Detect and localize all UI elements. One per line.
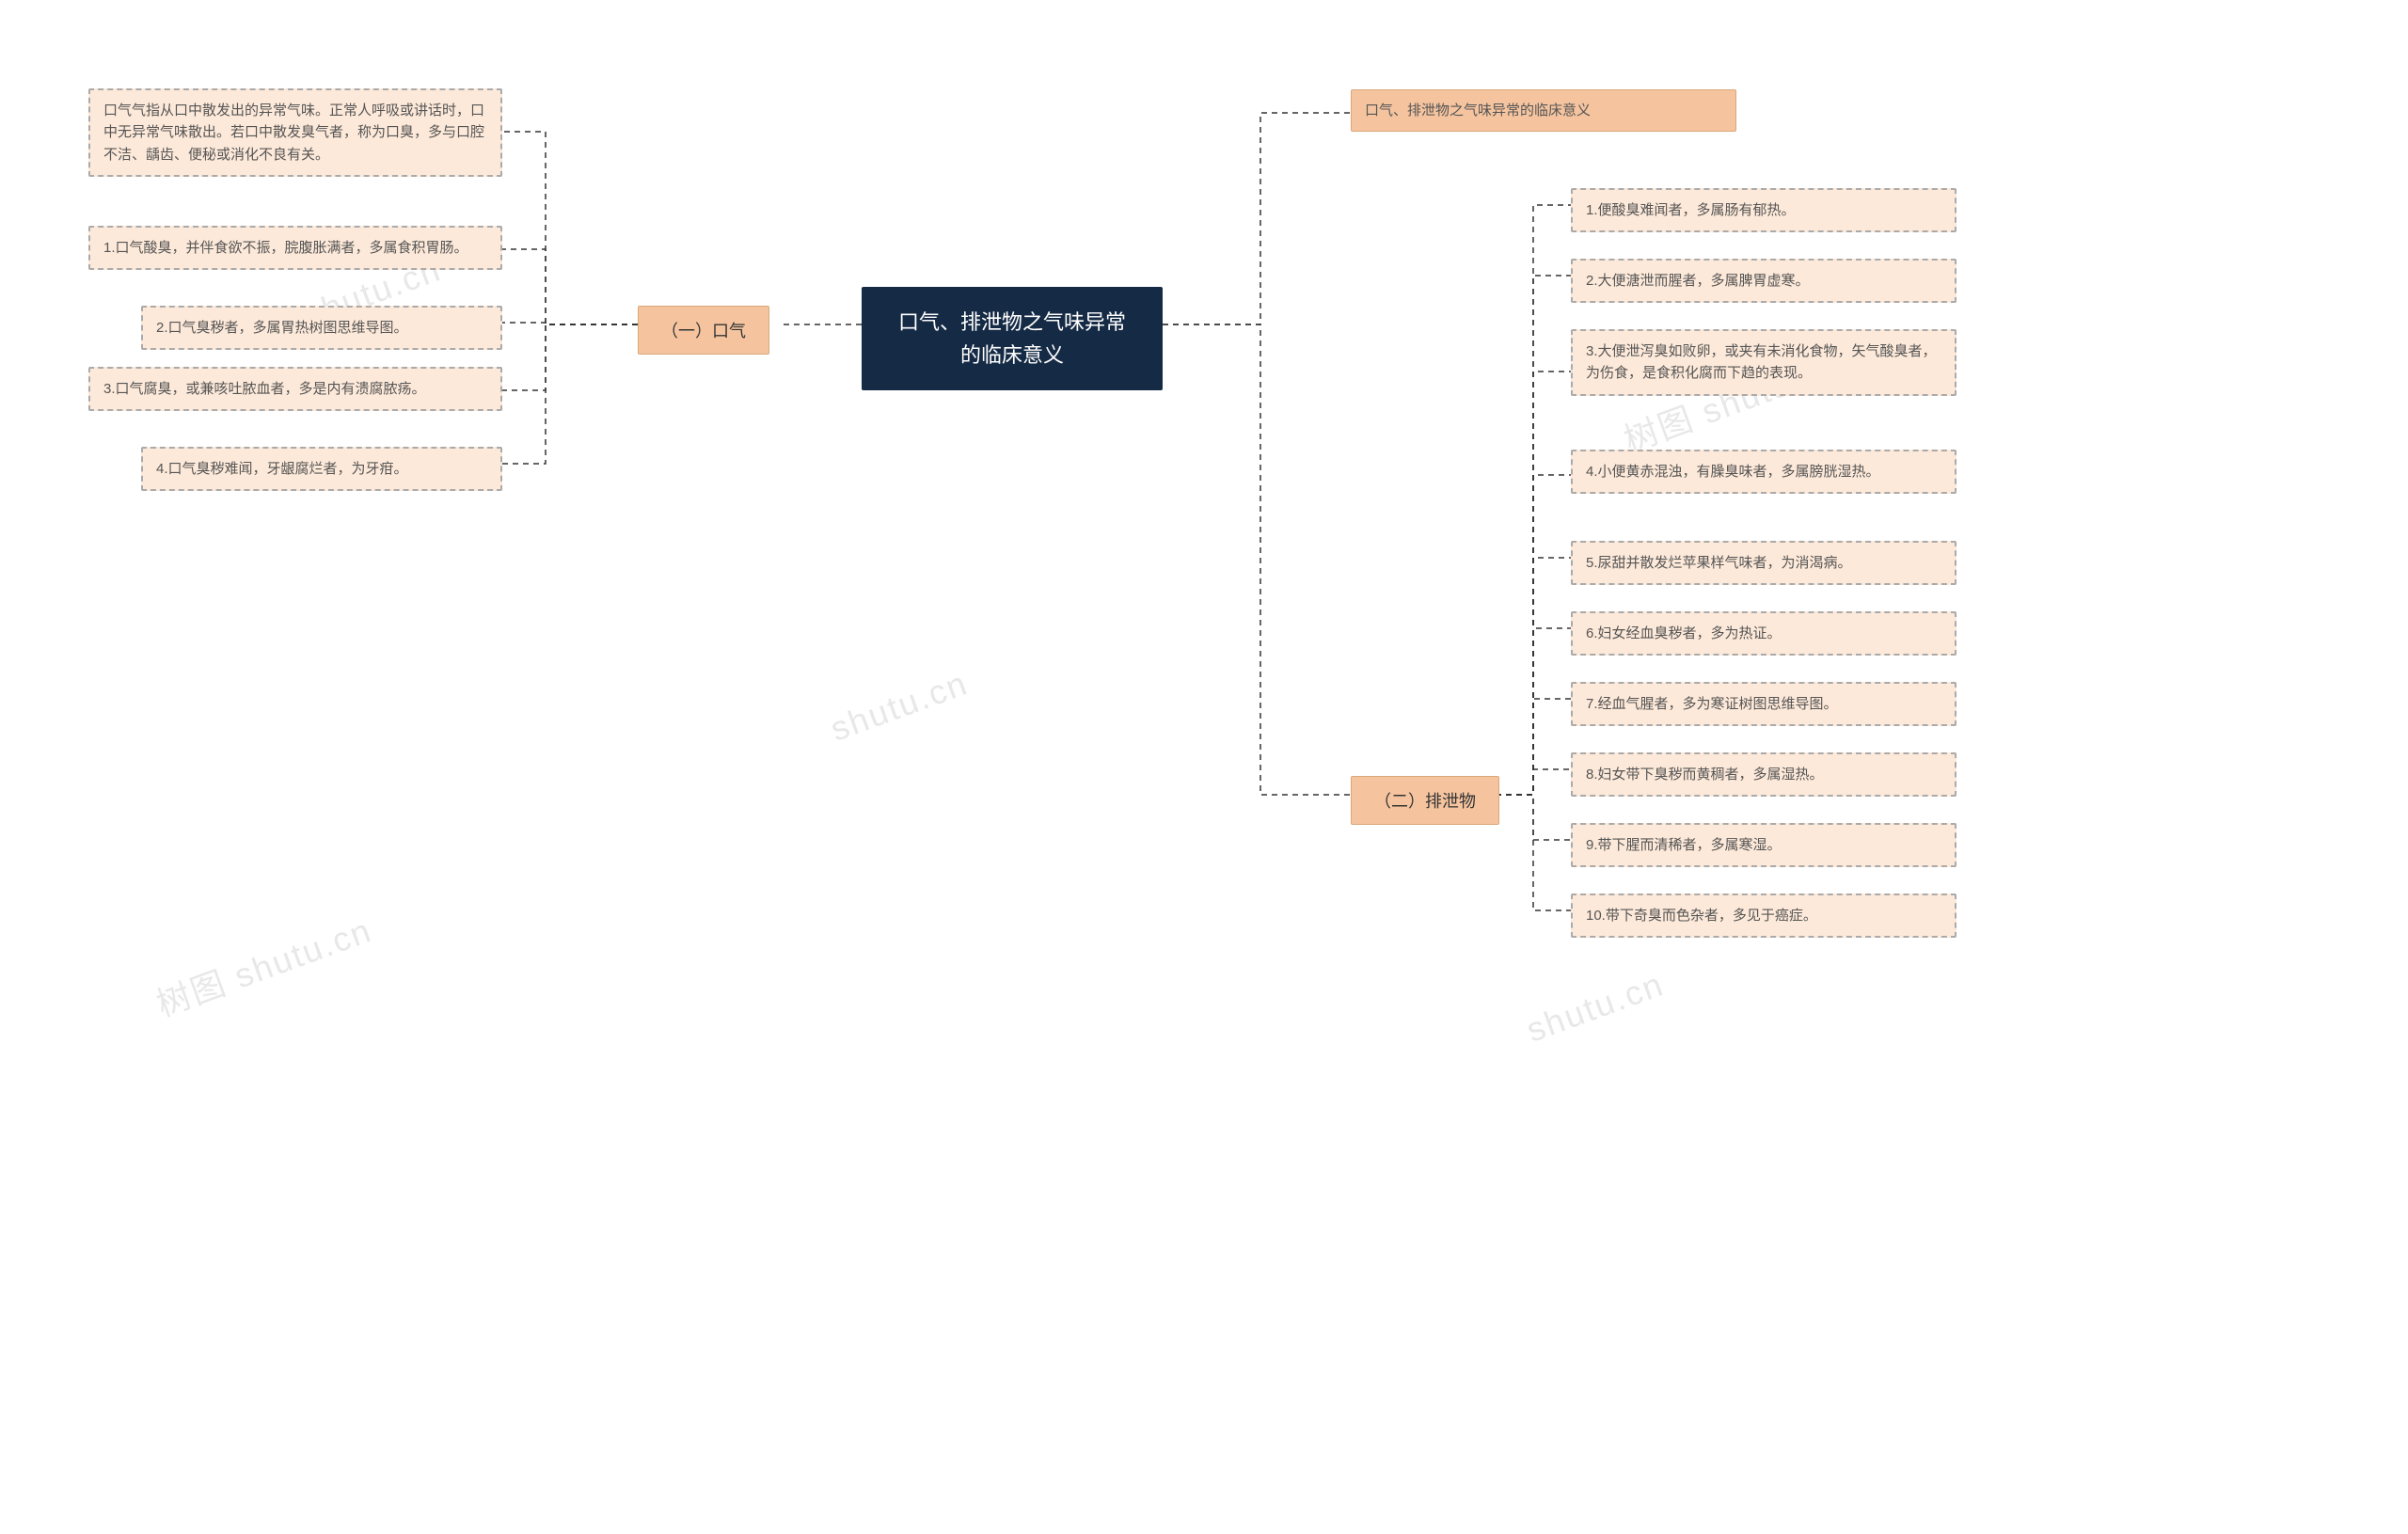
- leaf-pxw-2[interactable]: 2.大便溏泄而腥者，多属脾胃虚寒。: [1571, 259, 1956, 303]
- leaf-kouqi-4[interactable]: 4.口气臭秽难闻，牙龈腐烂者，为牙疳。: [141, 447, 502, 491]
- leaf-pxw-9[interactable]: 9.带下腥而清稀者，多属寒湿。: [1571, 823, 1956, 867]
- leaf-pxw-6[interactable]: 6.妇女经血臭秽者，多为热证。: [1571, 611, 1956, 656]
- leaf-kouqi-intro[interactable]: 口气气指从口中散发出的异常气味。正常人呼吸或讲话时，口中无异常气味散出。若口中散…: [88, 88, 502, 177]
- watermark: 树图 shutu.cn: [149, 904, 377, 1027]
- leaf-title-repeat[interactable]: 口气、排泄物之气味异常的临床意义: [1351, 89, 1736, 132]
- leaf-kouqi-2[interactable]: 2.口气臭秽者，多属胃热树图思维导图。: [141, 306, 502, 350]
- branch-kouqi[interactable]: （一）口气: [638, 306, 769, 355]
- leaf-pxw-10[interactable]: 10.带下奇臭而色杂者，多见于癌症。: [1571, 894, 1956, 938]
- watermark: shutu.cn: [1521, 964, 1669, 1050]
- leaf-pxw-7[interactable]: 7.经血气腥者，多为寒证树图思维导图。: [1571, 682, 1956, 726]
- leaf-pxw-1[interactable]: 1.便酸臭难闻者，多属肠有郁热。: [1571, 188, 1956, 232]
- leaf-pxw-3[interactable]: 3.大便泄泻臭如败卵，或夹有未消化食物，矢气酸臭者，为伤食，是食积化腐而下趋的表…: [1571, 329, 1956, 396]
- leaf-pxw-8[interactable]: 8.妇女带下臭秽而黄稠者，多属湿热。: [1571, 752, 1956, 797]
- leaf-pxw-4[interactable]: 4.小便黄赤混浊，有臊臭味者，多属膀胱湿热。: [1571, 450, 1956, 494]
- mindmap-root[interactable]: 口气、排泄物之气味异常的临床意义: [862, 287, 1163, 390]
- leaf-kouqi-1[interactable]: 1.口气酸臭，并伴食欲不振，脘腹胀满者，多属食积胃肠。: [88, 226, 502, 270]
- leaf-pxw-5[interactable]: 5.尿甜并散发烂苹果样气味者，为消渴病。: [1571, 541, 1956, 585]
- branch-paixiewu[interactable]: （二）排泄物: [1351, 776, 1499, 825]
- leaf-kouqi-3[interactable]: 3.口气腐臭，或兼咳吐脓血者，多是内有溃腐脓疡。: [88, 367, 502, 411]
- watermark: shutu.cn: [825, 663, 973, 749]
